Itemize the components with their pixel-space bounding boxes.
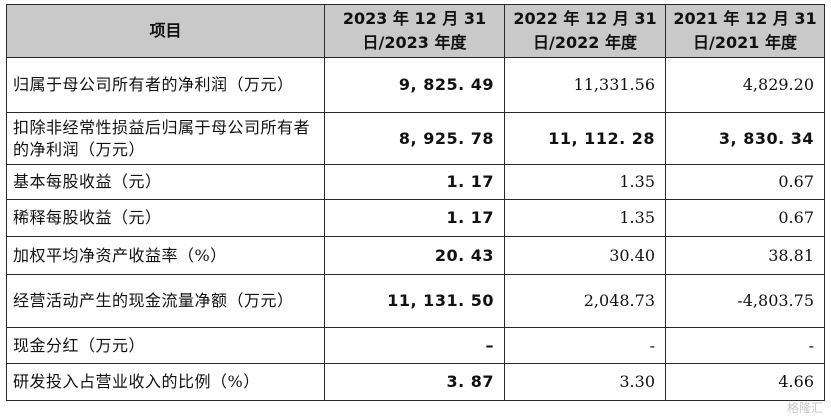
value-2022: 30.40 [504,236,666,275]
value-2022: 1.35 [504,199,666,237]
row-item-label: 研发投入占营业收入的比例（%） [6,363,325,401]
value-2023: – [324,327,505,364]
header-2023: 2023 年 12 月 31 日/2023 年度 [324,4,505,58]
table-row: 归属于母公司所有者的净利润（万元） 9, 825. 49 11,331.56 4… [6,57,825,113]
row-item-label: 扣除非经常性损益后归属于母公司所有者的净利润（万元） [6,112,325,165]
table-row: 稀释每股收益（元） 1. 17 1.35 0.67 [6,199,825,237]
row-item-label: 加权平均净资产收益率（%） [6,236,325,275]
row-item-label: 现金分红（万元） [6,327,325,364]
value-2023: 1. 17 [324,199,505,237]
value-2022: 1.35 [504,164,666,200]
table-row: 加权平均净资产收益率（%） 20. 43 30.40 38.81 [6,236,825,275]
header-2022: 2022 年 12 月 31 日/2022 年度 [504,4,666,58]
value-2021: 0.67 [665,164,825,200]
value-2022: 11, 112. 28 [504,112,666,165]
row-item-label: 稀释每股收益（元） [6,199,325,237]
table-row: 现金分红（万元） – - - [6,327,825,364]
value-2021: -4,803.75 [665,274,825,328]
value-2022: 2,048.73 [504,274,666,328]
financial-table-container: 项目 2023 年 12 月 31 日/2023 年度 2022 年 12 月 … [6,4,825,412]
value-2023: 9, 825. 49 [324,57,505,113]
table-row: 经营活动产生的现金流量净额（万元） 11, 131. 50 2,048.73 -… [6,274,825,328]
row-item-label: 基本每股收益（元） [6,164,325,200]
value-2021: 0.67 [665,199,825,237]
value-2022: 3.30 [504,363,666,401]
value-2023: 11, 131. 50 [324,274,505,328]
header-2021: 2021 年 12 月 31 日/2021 年度 [665,4,825,58]
table-row: 研发投入占营业收入的比例（%） 3. 87 3.30 4.66 [6,363,825,401]
value-2021: 4,829.20 [665,57,825,113]
value-2023: 20. 43 [324,236,505,275]
value-2022: 11,331.56 [504,57,666,113]
table-row: 扣除非经常性损益后归属于母公司所有者的净利润（万元） 8, 925. 78 11… [6,112,825,165]
value-2021: 3, 830. 34 [665,112,825,165]
row-item-label: 归属于母公司所有者的净利润（万元） [6,57,325,113]
header-item: 项目 [6,4,325,58]
value-2023: 3. 87 [324,363,505,401]
value-2021: - [665,327,825,364]
value-2023: 8, 925. 78 [324,112,505,165]
financial-indicators-table: 项目 2023 年 12 月 31 日/2023 年度 2022 年 12 月 … [6,4,825,401]
row-item-label: 经营活动产生的现金流量净额（万元） [6,274,325,328]
value-2021: 4.66 [665,363,825,401]
table-row: 基本每股收益（元） 1. 17 1.35 0.67 [6,164,825,200]
table-header-row: 项目 2023 年 12 月 31 日/2023 年度 2022 年 12 月 … [6,4,825,58]
value-2023: 1. 17 [324,164,505,200]
value-2022: - [504,327,666,364]
value-2021: 38.81 [665,236,825,275]
watermark: 格隆汇 [786,401,823,415]
